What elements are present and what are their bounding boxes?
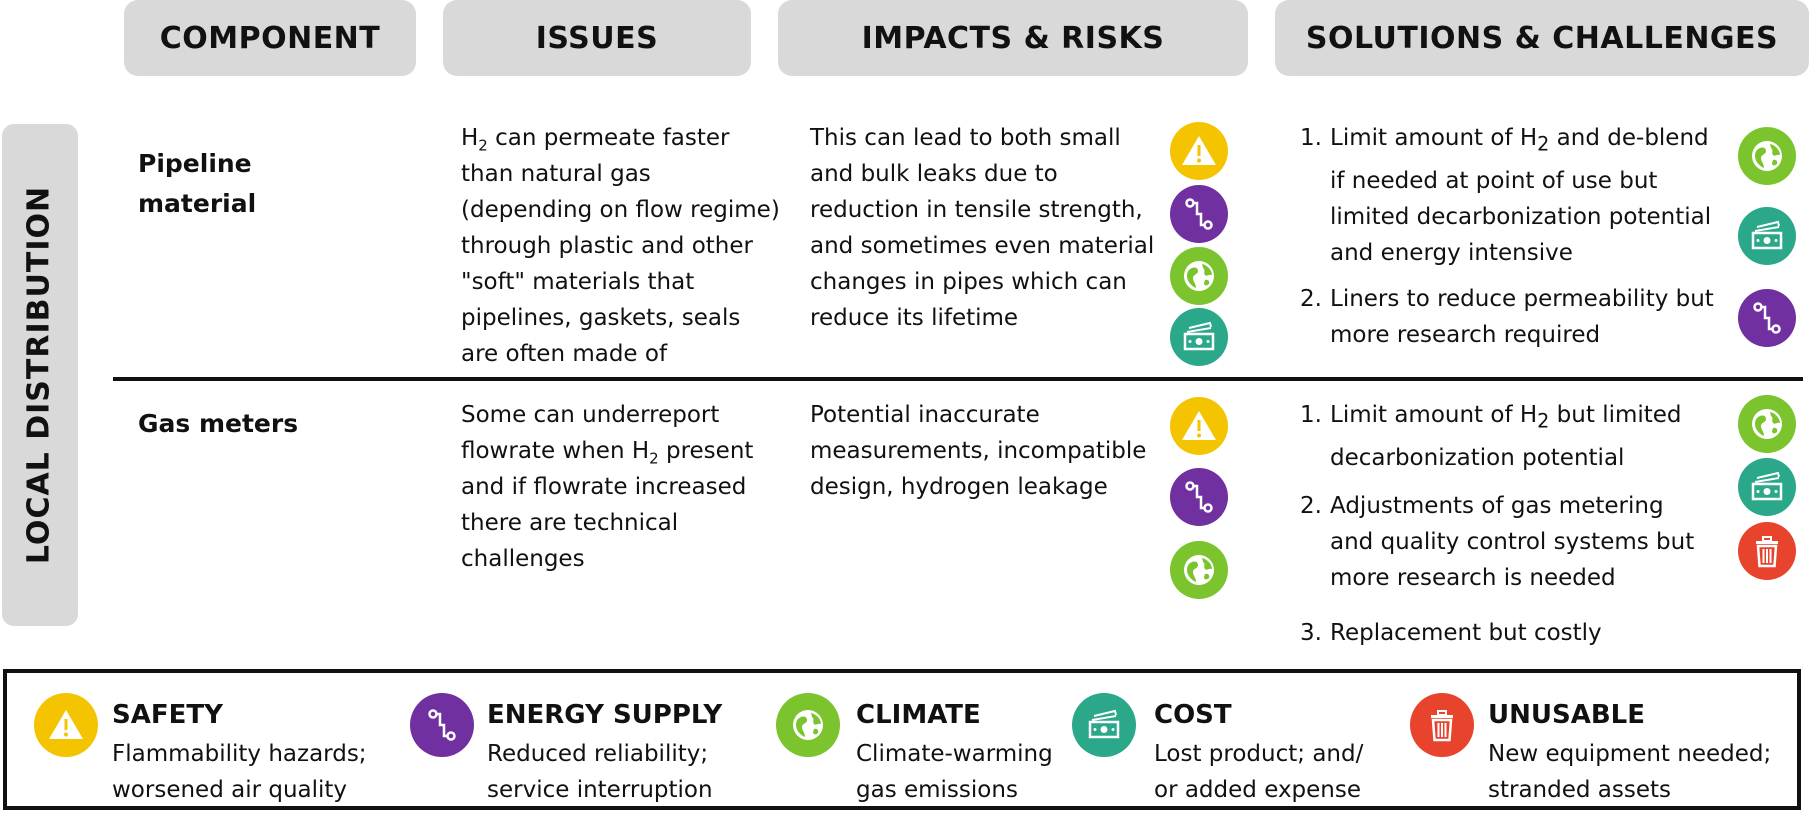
header-solutions-challenges: SOLUTIONS & CHALLENGES <box>1275 0 1809 76</box>
solution-number: 2. <box>1300 493 1322 519</box>
issue-text-gas-meters: Some can underreport flowrate when H2 pr… <box>461 397 761 577</box>
solution-number: 1. <box>1300 125 1322 151</box>
energy-supply-icon <box>1170 185 1228 243</box>
solution-text-pre: Limit amount of H <box>1330 402 1538 428</box>
solution-item: 3. Replacement but costly <box>1300 615 1700 651</box>
solution-text-subscript: 2 <box>1537 409 1550 433</box>
legend-desc-line: Climate-warming <box>856 741 1053 767</box>
issue-text-post: can permeate faster than natural gas (de… <box>461 125 780 367</box>
legend-title-cost: COST <box>1154 700 1232 730</box>
issue-text-pre: H <box>461 125 479 151</box>
side-label-box <box>2 124 78 626</box>
component-line-2: material <box>138 189 257 218</box>
legend-desc-energy-supply: Reduced reliability; service interruptio… <box>487 736 713 808</box>
legend-title-energy-supply: ENERGY SUPPLY <box>487 700 723 730</box>
warning-icon <box>34 693 98 757</box>
globe-icon <box>1738 127 1796 185</box>
legend-desc-line: Reduced reliability; <box>487 741 709 767</box>
legend-title-safety: SAFETY <box>112 700 223 730</box>
globe-icon <box>1738 395 1796 453</box>
warning-icon <box>1170 397 1228 455</box>
globe-icon <box>1170 541 1228 599</box>
issue-text-post: present and if flowrate increased there … <box>461 438 754 572</box>
legend-desc-line: service interruption <box>487 777 713 803</box>
issue-text-pipeline: H2 can permeate faster than natural gas … <box>461 120 781 372</box>
solution-item: 2. Adjustments of gas metering and quali… <box>1300 488 1700 596</box>
header-issues: ISSUES <box>443 0 751 76</box>
solution-number: 1. <box>1300 402 1322 428</box>
energy-supply-icon <box>410 693 474 757</box>
legend-desc-line: or added expense <box>1154 777 1362 803</box>
solution-text-pre: Limit amount of H <box>1330 125 1538 151</box>
solution-text-pre: Adjustments of gas metering and quality … <box>1330 493 1695 591</box>
component-line-1: Gas meters <box>138 409 299 438</box>
solution-number: 2. <box>1300 286 1322 312</box>
legend-desc-line: New equipment needed; <box>1488 741 1772 767</box>
legend-desc-line: stranded assets <box>1488 777 1672 803</box>
money-icon <box>1170 308 1228 366</box>
row-divider <box>113 377 1803 381</box>
legend-desc-unusable: New equipment needed; stranded assets <box>1488 736 1771 808</box>
solution-text-post: and de-blend if needed at point of use b… <box>1330 125 1712 266</box>
component-pipeline-material: Pipeline material <box>138 144 256 224</box>
solution-number: 3. <box>1300 620 1322 646</box>
money-icon <box>1072 693 1136 757</box>
legend-desc-safety: Flammability hazards; worsened air quali… <box>112 736 367 808</box>
legend-desc-line: Lost product; and/ <box>1154 741 1364 767</box>
money-icon <box>1738 458 1796 516</box>
globe-icon <box>1170 247 1228 305</box>
legend-desc-cost: Lost product; and/ or added expense <box>1154 736 1363 808</box>
legend-title-unusable: UNUSABLE <box>1488 700 1645 730</box>
globe-icon <box>776 693 840 757</box>
solution-item: 1. Limit amount of H2 and de-blend if ne… <box>1300 120 1730 271</box>
issue-text-pre: Some can underreport flowrate when H <box>461 402 720 464</box>
legend-title-climate: CLIMATE <box>856 700 981 730</box>
money-icon <box>1738 207 1796 265</box>
side-label: LOCAL DISTRIBUTION <box>21 185 57 565</box>
issue-text-subscript: 2 <box>649 449 659 468</box>
component-gas-meters: Gas meters <box>138 404 298 444</box>
header-component: COMPONENT <box>124 0 416 76</box>
energy-supply-icon <box>1170 468 1228 526</box>
impact-text-pipeline: This can lead to both small and bulk lea… <box>810 125 1155 331</box>
solution-item: 2. Liners to reduce permeability but mor… <box>1300 281 1730 353</box>
issue-text-subscript: 2 <box>478 136 488 155</box>
legend-desc-line: gas emissions <box>856 777 1018 803</box>
solution-text-post: but limited decarbonization potential <box>1330 402 1682 471</box>
solution-item: 1. Limit amount of H2 but limited decarb… <box>1300 397 1700 476</box>
impact-text-gas-meters: Potential inaccurate measurements, incom… <box>810 402 1147 500</box>
legend-desc-line: worsened air quality <box>112 777 348 803</box>
solution-text-pre: Replacement but costly <box>1330 620 1602 646</box>
warning-icon <box>1170 122 1228 180</box>
legend-desc-climate: Climate-warming gas emissions <box>856 736 1053 808</box>
legend-desc-line: Flammability hazards; <box>112 741 367 767</box>
header-impacts-risks: IMPACTS & RISKS <box>778 0 1248 76</box>
trash-icon <box>1410 693 1474 757</box>
trash-icon <box>1738 522 1796 580</box>
solution-text-pre: Liners to reduce permeability but more r… <box>1330 286 1714 348</box>
legend <box>3 669 1801 810</box>
solution-text-subscript: 2 <box>1537 132 1550 156</box>
energy-supply-icon <box>1738 289 1796 347</box>
component-line-1: Pipeline <box>138 149 252 178</box>
